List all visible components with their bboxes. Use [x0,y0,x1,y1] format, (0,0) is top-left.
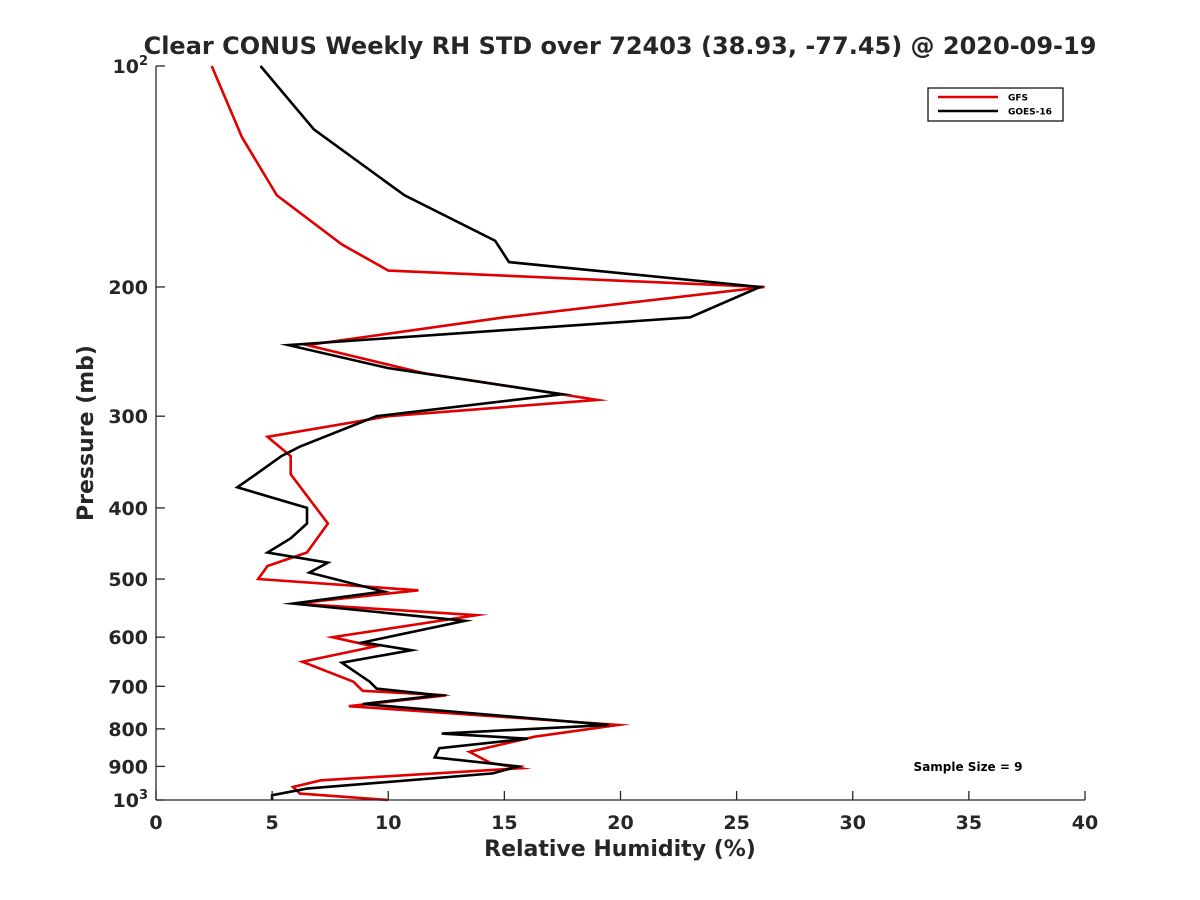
legend-label: GFS [1008,94,1028,104]
axes: 0 5 10 15 20 25 30 35 40 102 200 300 400 500 600 700 800… [108,54,1098,834]
x-tick-label: 30 [840,812,866,834]
y-axis-label: Pressure (mb) [74,345,99,521]
legend-box [927,87,1064,122]
y-tick-label: 600 [108,627,148,649]
legend: GFS GOES-16 [927,87,1064,122]
y-tick-label: 102 [113,54,149,78]
x-tick-label: 20 [607,812,633,834]
y-tick-label: 500 [108,569,148,591]
chart-title: Clear CONUS Weekly RH STD over 72403 (38… [144,32,1097,60]
series-line-gfs [210,65,765,802]
x-tick-label: 0 [149,812,162,834]
x-tick-label: 40 [1072,812,1098,834]
x-tick-label: 35 [956,812,982,834]
legend-label: GOES-16 [1008,108,1052,118]
x-tick-label: 10 [375,812,401,834]
y-tick-label: 700 [108,676,148,698]
y-tick-label: 400 [108,498,148,520]
plot-area [210,65,766,802]
sample-size-annotation: Sample Size = 9 [914,760,1023,774]
y-tick-label: 103 [113,788,149,812]
x-tick-label: 25 [723,812,749,834]
x-tick-label: 15 [491,812,517,834]
y-tick-label: 900 [108,756,148,778]
y-tick-label: 200 [108,277,148,299]
series-line-goes-16 [234,65,766,800]
y-tick-label: 300 [108,406,148,428]
x-tick-label: 5 [266,812,279,834]
y-tick-label: 800 [108,719,148,741]
x-axis-label: Relative Humidity (%) [484,837,756,862]
